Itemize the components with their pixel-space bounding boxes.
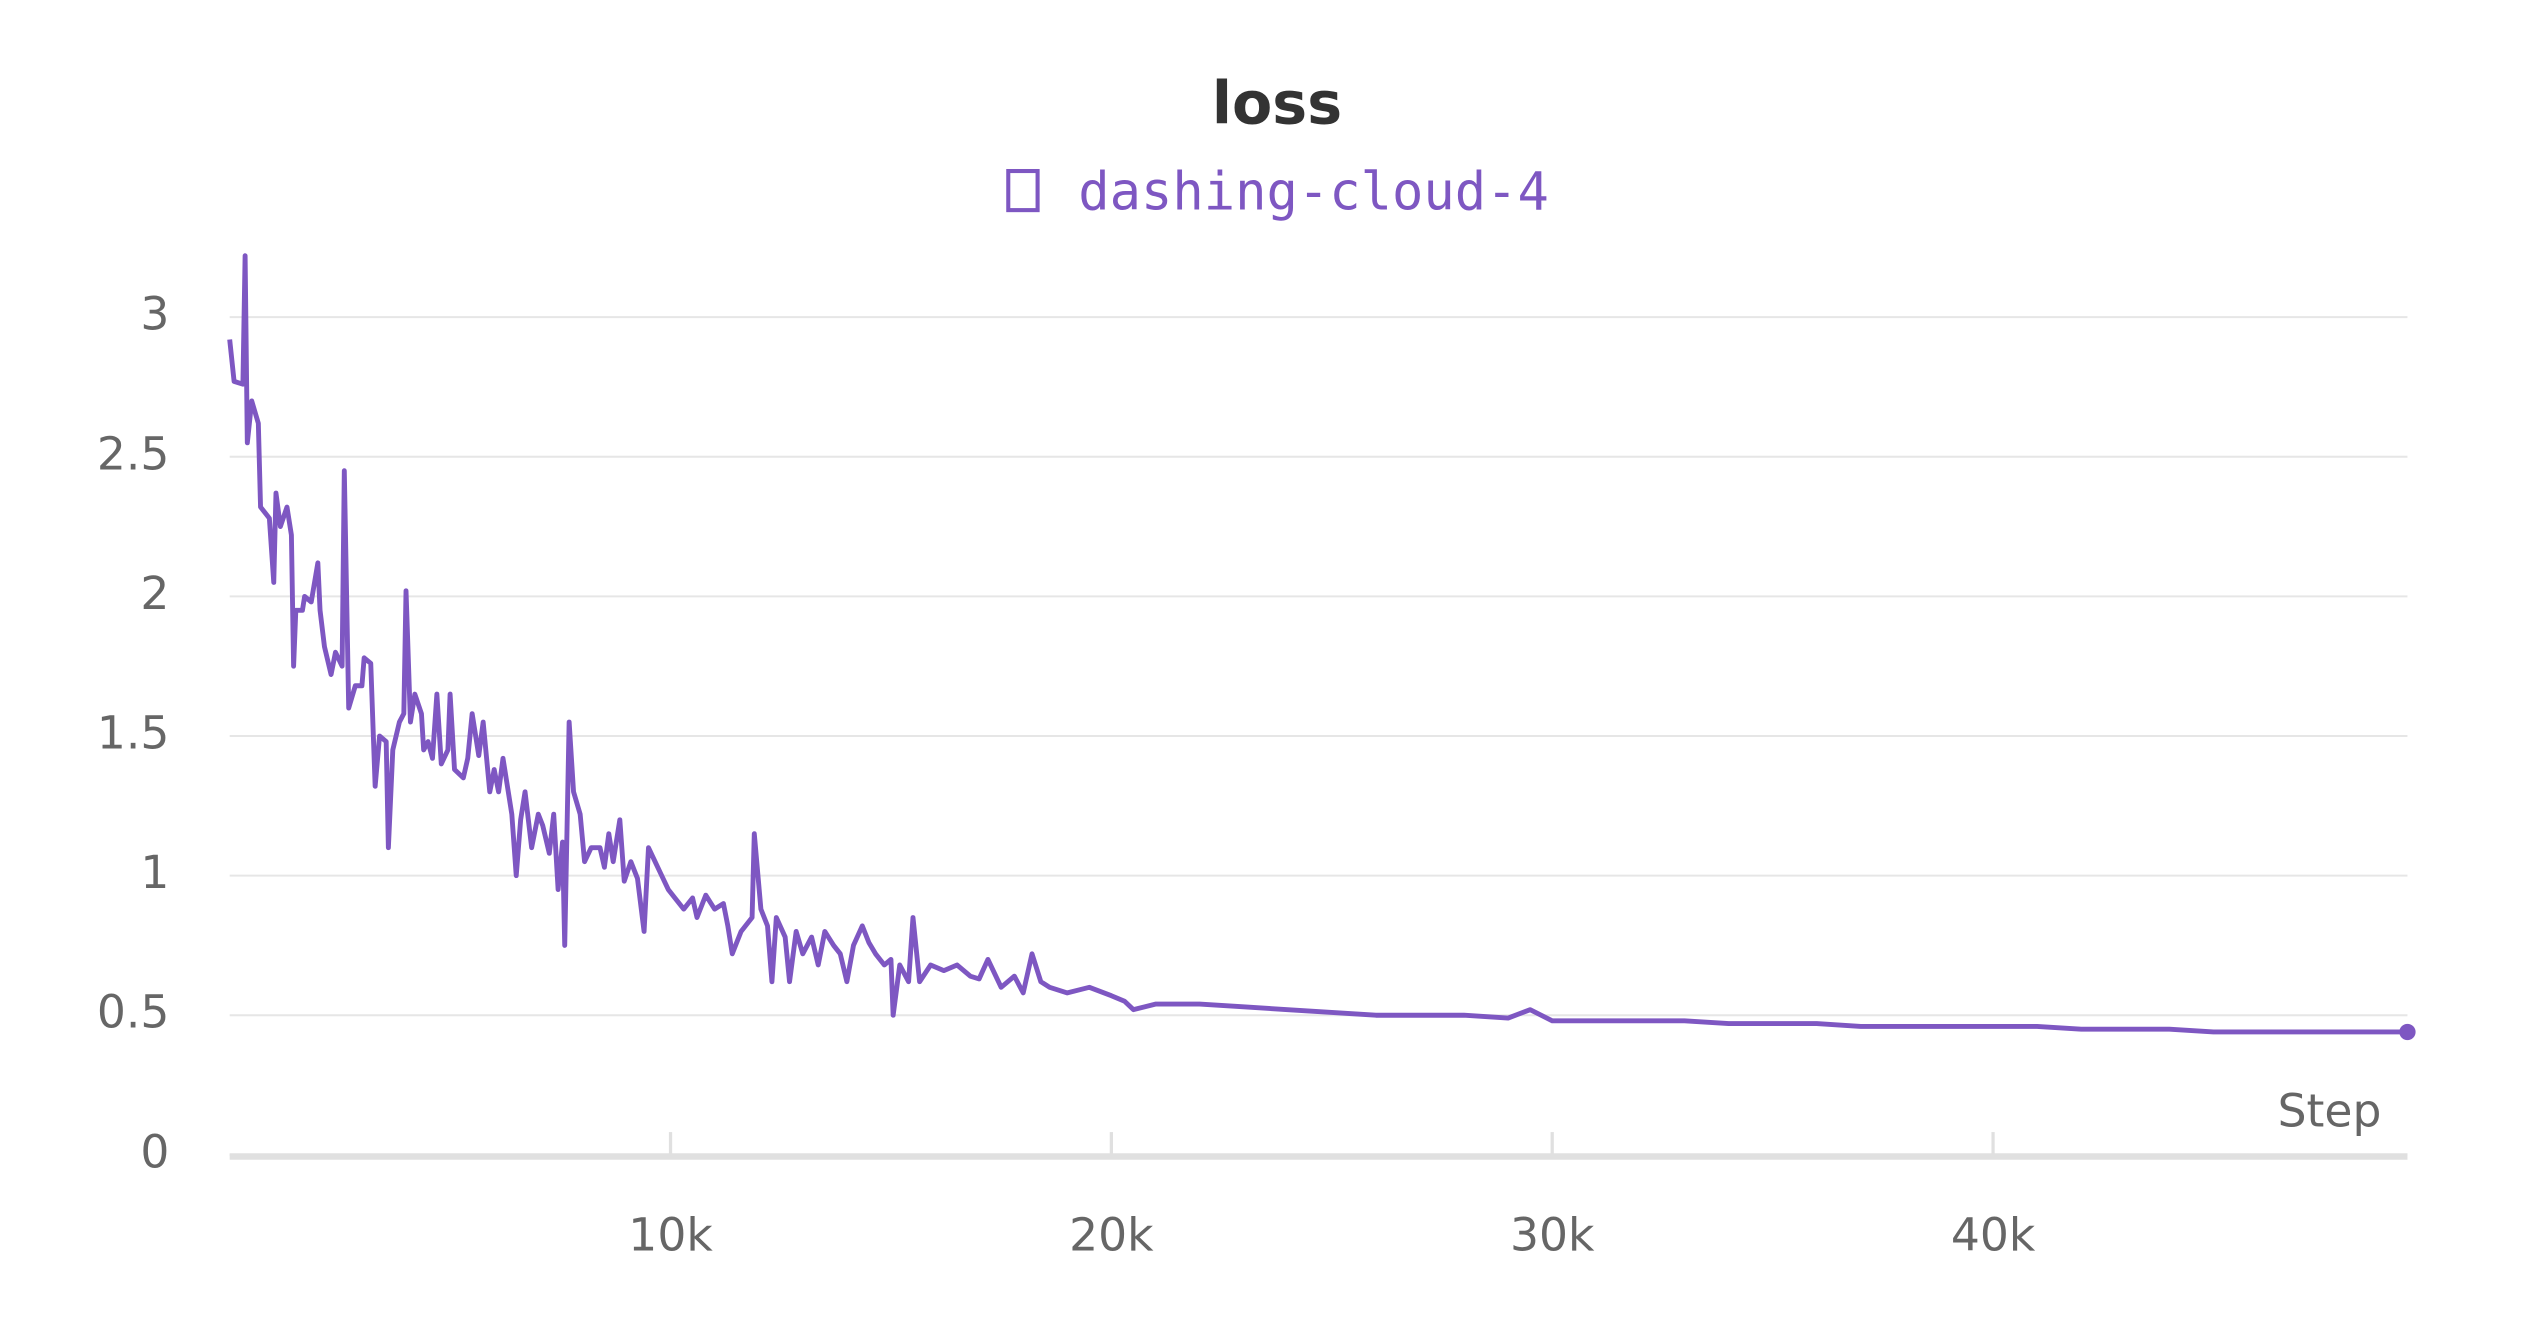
x-axis-label: Step (2278, 1085, 2382, 1138)
end-point (2399, 1023, 2416, 1041)
y-tick-label: 2.5 (97, 427, 170, 480)
x-tick-label: 20k (1069, 1208, 1154, 1261)
x-tick-label: 30k (1510, 1208, 1595, 1261)
y-tick-label: 0.5 (97, 986, 170, 1039)
y-tick-label: 1 (140, 846, 169, 899)
x-tick-label: 10k (628, 1208, 713, 1261)
y-tick-label: 0 (140, 1125, 169, 1178)
chart-title: loss (1212, 70, 1342, 138)
legend-swatch (1006, 168, 1040, 213)
series-line (227, 253, 2408, 1035)
legend: dashing-cloud-4 (1006, 162, 1549, 222)
y-tick-label: 1.5 (97, 707, 170, 760)
legend-label: dashing-cloud-4 (1078, 162, 1549, 222)
y-tick-label: 3 (140, 288, 169, 341)
y-tick-label: 2 (140, 567, 169, 620)
x-tick-label: 40k (1951, 1208, 2036, 1261)
